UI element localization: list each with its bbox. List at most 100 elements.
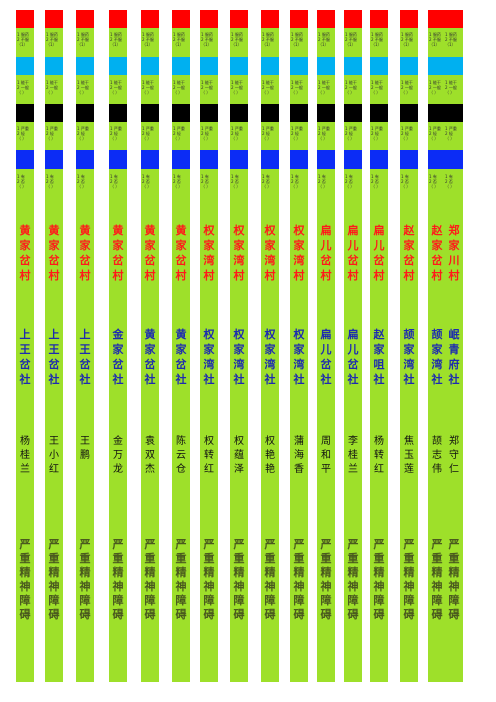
person-name-char: 转 xyxy=(374,450,384,461)
group-name-char: 岔 xyxy=(79,358,91,371)
record-strip: 1 服药 2 不服 （1） 1 能干 2 一般 （ ） 1 严重 2 轻 （ ） 1 … xyxy=(370,10,388,682)
village-name: 郑家川村 xyxy=(447,223,461,283)
condition-label-char: 精 xyxy=(293,566,305,579)
person-name-char: 莲 xyxy=(404,464,414,475)
person-name-char: 蒲 xyxy=(294,436,304,447)
group-name-char: 扁 xyxy=(320,328,332,341)
person-name-char: 红 xyxy=(204,464,214,475)
condition-label-char: 神 xyxy=(79,580,91,593)
person-name-char: 颉 xyxy=(432,436,442,447)
condition-label-char: 重 xyxy=(347,552,359,565)
village-name-char: 家 xyxy=(448,239,460,252)
village-name-char: 黄 xyxy=(175,224,187,237)
condition-label-char: 重 xyxy=(448,552,460,565)
record-strip: 1 服药 2 不服 （1） 1 能干 2 一般 （ ） 1 严重 2 轻 （ ） 1 … xyxy=(200,10,218,682)
blue-band xyxy=(370,150,388,169)
person-name: 权艳艳 xyxy=(263,435,277,477)
village-name-char: 家 xyxy=(144,239,156,252)
cyan-band xyxy=(109,57,127,75)
record-strip: 1 服药 2 不服 （1） 1 能干 2 一般 （ ） 1 严重 2 轻 （ ） 1 … xyxy=(344,10,362,682)
condition-label-char: 碍 xyxy=(293,608,305,621)
village-name-char: 家 xyxy=(264,239,276,252)
village-name-char: 岔 xyxy=(347,254,359,267)
village-name-char: 岔 xyxy=(48,254,60,267)
legend-labor: 1 能干 2 一般 （ ） xyxy=(231,80,243,95)
group-name: 颉家湾社 xyxy=(402,327,416,387)
village-name: 黄家岔村 xyxy=(78,223,92,283)
legend-other: 1 有 2 否 （ ） xyxy=(17,174,27,189)
red-band xyxy=(172,10,190,28)
legend-labor: 1 能干 2 一般 （ ） xyxy=(173,80,185,95)
condition-label-char: 严 xyxy=(347,538,359,551)
legend-medication: 1 服药 2 不服 （1） xyxy=(46,32,58,47)
group-name-char: 家 xyxy=(203,343,215,356)
legend-severity: 1 严重 2 轻 （ ） xyxy=(318,126,330,141)
condition-label-char: 重 xyxy=(320,552,332,565)
legend-severity: 1 严重 2 轻 （ ） xyxy=(291,126,303,141)
group-name-char: 社 xyxy=(175,373,187,386)
condition-label-char: 障 xyxy=(203,594,215,607)
person-name: 李桂兰 xyxy=(346,435,360,477)
condition-label-char: 严 xyxy=(373,538,385,551)
person-name-char: 陈 xyxy=(176,436,186,447)
group-name-char: 家 xyxy=(264,343,276,356)
condition-label-char: 精 xyxy=(175,566,187,579)
blue-band xyxy=(230,150,248,169)
record-strip: 1 服药 2 不服 （1） 1 能干 2 一般 （ ） 1 严重 2 轻 （ ） 1 … xyxy=(45,10,63,682)
group-name-char: 湾 xyxy=(293,358,305,371)
condition-label-char: 障 xyxy=(403,594,415,607)
village-name-char: 黄 xyxy=(48,224,60,237)
group-name-char: 儿 xyxy=(320,343,332,356)
condition-label-char: 精 xyxy=(19,566,31,579)
group-name-char: 上 xyxy=(79,328,91,341)
village-name-char: 村 xyxy=(293,269,305,282)
condition-label-char: 严 xyxy=(264,538,276,551)
village-name-char: 村 xyxy=(19,269,31,282)
legend-medication: 1 服药 2 不服 （1） xyxy=(142,32,154,47)
person-name-char: 王 xyxy=(80,436,90,447)
village-name: 扁儿岔村 xyxy=(319,223,333,283)
village-name-char: 岔 xyxy=(320,254,332,267)
condition-label-char: 精 xyxy=(320,566,332,579)
village-name-char: 村 xyxy=(431,269,443,282)
village-name-char: 岔 xyxy=(144,254,156,267)
person-name: 蒲海香 xyxy=(292,435,306,477)
village-name: 权家湾村 xyxy=(263,223,277,283)
legend-severity: 1 严重 2 轻 （ ） xyxy=(142,126,154,141)
condition-label-char: 重 xyxy=(431,552,443,565)
legend-severity: 1 严重 2 轻 （ ） xyxy=(201,126,213,141)
record-strip: 1 服药 2 不服 （1） 1 能干 2 一般 （ ） 1 严重 2 轻 （ ） 1 … xyxy=(317,10,335,682)
legend-other: 1 有 2 否 （ ） xyxy=(429,174,439,189)
village-name-char: 家 xyxy=(293,239,305,252)
legend-labor: 1 能干 2 一般 （ ） xyxy=(142,80,154,95)
village-name-char: 村 xyxy=(403,269,415,282)
blue-band xyxy=(428,150,463,169)
person-name-char: 小 xyxy=(49,450,59,461)
blue-band xyxy=(141,150,159,169)
condition-label: 严重精神障碍 xyxy=(430,538,444,622)
person-name-char: 袁 xyxy=(145,436,155,447)
group-name-char: 家 xyxy=(431,343,443,356)
person-name-char: 杨 xyxy=(20,436,30,447)
village-name-char: 郑 xyxy=(448,224,460,237)
person-name-char: 云 xyxy=(176,450,186,461)
village-name-char: 家 xyxy=(112,239,124,252)
village-name: 扁儿岔村 xyxy=(346,223,360,283)
cyan-band xyxy=(141,57,159,75)
condition-label-char: 神 xyxy=(112,580,124,593)
group-name-char: 社 xyxy=(320,373,332,386)
group-name-char: 王 xyxy=(19,343,31,356)
village-name-char: 扁 xyxy=(320,224,332,237)
legend-other: 1 有 2 否 （ ） xyxy=(173,174,183,189)
village-name-char: 村 xyxy=(373,269,385,282)
legend-severity: 1 严重 2 轻 （ ） xyxy=(345,126,357,141)
condition-label: 严重精神障碍 xyxy=(232,538,246,622)
person-name: 杨桂兰 xyxy=(18,435,32,477)
person-name-char: 金 xyxy=(113,436,123,447)
village-name-char: 湾 xyxy=(233,254,245,267)
cyan-band xyxy=(317,57,335,75)
condition-label-char: 严 xyxy=(448,538,460,551)
condition-label-char: 神 xyxy=(144,580,156,593)
village-name-char: 权 xyxy=(264,224,276,237)
red-band xyxy=(141,10,159,28)
